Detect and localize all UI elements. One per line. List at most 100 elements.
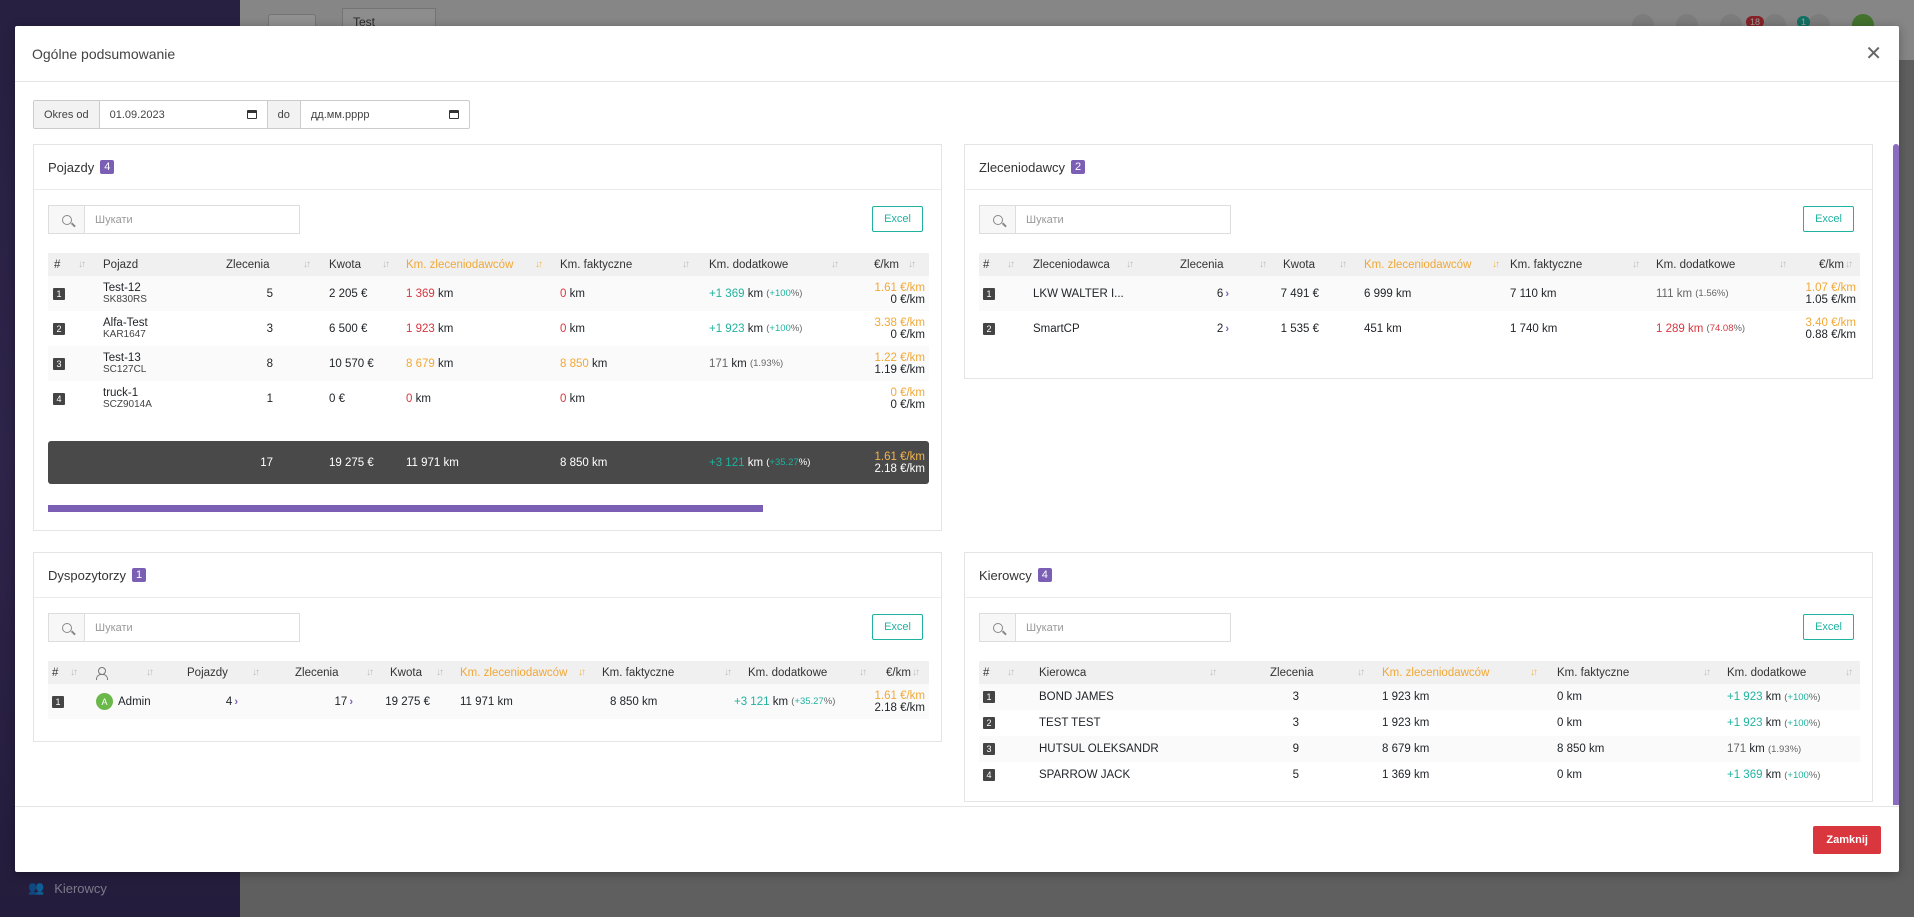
sort-icon[interactable]: ↓↑ — [1339, 259, 1347, 270]
sort-icon[interactable]: ↓↑ — [146, 667, 154, 678]
table-row[interactable]: 1 LKW WALTER I... 6 › 7 491 €6 999 km 7 110 k… — [979, 276, 1860, 311]
excel-button[interactable]: Excel — [872, 614, 923, 640]
row-number: 1 — [52, 695, 64, 708]
table-row[interactable]: 2 SmartCP 2 › 1 535 €451 km 1 740 km 1 289 km … — [979, 311, 1860, 346]
search-icon — [61, 214, 72, 225]
row-number: 4 — [53, 392, 65, 405]
clients-header: Zleceniodawcy 2 — [965, 145, 1872, 190]
sort-icon[interactable]: ↓↑ — [1492, 259, 1500, 270]
drivers-search[interactable]: Шукати — [979, 613, 1231, 642]
row-number: 2 — [983, 322, 995, 335]
drivers-panel: Kierowcy 4 Шукати Excel # ↓↑ Kierowca ↓↑ … — [964, 552, 1873, 802]
sort-icon[interactable]: ↓↑ — [1357, 667, 1365, 678]
table-header: # ↓↑ Kierowca ↓↑ Zlecenia ↓↑ Km. zleceni… — [979, 661, 1860, 684]
calendar-icon[interactable] — [246, 110, 257, 119]
search-input[interactable]: Шукати — [95, 213, 133, 226]
table-row[interactable]: 1 Test-12 SK830RS 5 2 205 €1 369 km 0 km +1 36… — [48, 276, 929, 311]
sort-icon[interactable]: ↓↑ — [1126, 259, 1134, 270]
search-icon — [992, 622, 1003, 633]
sort-icon[interactable]: ↓↑ — [1779, 259, 1787, 270]
excel-button[interactable]: Excel — [1803, 206, 1854, 232]
dispatchers-panel: Dyspozytorzy 1 Шукати Excel # ↓↑ ↓↑ Pojaz… — [33, 552, 942, 742]
close-icon[interactable]: ✕ — [1865, 42, 1882, 65]
period-from-input[interactable]: 01.09.2023 — [100, 101, 268, 128]
table-row[interactable]: 1 BOND JAMES 3 1 923 km 0 km +1 923 km (+100%… — [979, 684, 1860, 710]
sort-icon[interactable]: ↓↑ — [252, 667, 260, 678]
total-row: 17 19 275 € 11 971 km 8 850 km +3 121 km… — [48, 441, 929, 484]
search-icon — [61, 622, 72, 633]
search-input[interactable]: Шукати — [95, 621, 133, 634]
row-number: 2 — [983, 717, 995, 729]
sort-icon[interactable]: ↓↑ — [436, 667, 444, 678]
users-icon: 👥 — [28, 880, 45, 895]
table-row[interactable]: 3 Test-13 SC127CL 8 10 570 €8 679 km 8 850 km… — [48, 346, 929, 381]
sort-icon[interactable]: ↓↑ — [859, 667, 867, 678]
period-filter: Okres od 01.09.2023 do дд.мм.рррр — [33, 100, 470, 129]
vehicles-search[interactable]: Шукати — [48, 205, 300, 234]
sort-icon[interactable]: ↓↑ — [303, 259, 311, 270]
sort-icon[interactable]: ↓↑ — [1530, 667, 1538, 678]
sort-icon[interactable]: ↓↑ — [682, 259, 690, 270]
sort-icon[interactable]: ↓↑ — [912, 667, 920, 678]
table-row[interactable]: 4 SPARROW JACK 5 1 369 km 0 km +1 369 km (+10… — [979, 762, 1860, 788]
search-icon — [992, 214, 1003, 225]
chevron-right-icon[interactable]: › — [1225, 322, 1229, 335]
sort-icon[interactable]: ↓↑ — [1259, 259, 1267, 270]
table-row[interactable]: 3 HUTSUL OLEKSANDR 9 8 679 km 8 850 km 171 km… — [979, 736, 1860, 762]
sort-icon[interactable]: ↓↑ — [1703, 667, 1711, 678]
sort-icon[interactable]: ↓↑ — [78, 259, 86, 270]
row-number: 3 — [53, 357, 65, 370]
sort-icon[interactable]: ↓↑ — [1845, 259, 1853, 270]
excel-button[interactable]: Excel — [1803, 614, 1854, 640]
avatar: A — [96, 693, 113, 710]
summary-modal: Ogólne podsumowanie ✕ Okres od 01.09.202… — [15, 26, 1899, 872]
sort-icon[interactable]: ↓↑ — [1209, 667, 1217, 678]
clients-panel: Zleceniodawcy 2 Шукати Excel # ↓↑ Zleceni… — [964, 144, 1873, 379]
excel-button[interactable]: Excel — [872, 206, 923, 232]
dispatchers-search[interactable]: Шукати — [48, 613, 300, 642]
row-number: 3 — [983, 743, 995, 755]
sort-icon[interactable]: ↓↑ — [1845, 667, 1853, 678]
sort-icon[interactable]: ↓↑ — [366, 667, 374, 678]
calendar-icon[interactable] — [448, 110, 459, 119]
sort-icon[interactable]: ↓↑ — [535, 259, 543, 270]
table-row[interactable]: 2 TEST TEST 3 1 923 km 0 km +1 923 km (+100%) — [979, 710, 1860, 736]
count-badge: 4 — [1037, 568, 1052, 582]
row-number: 2 — [53, 322, 65, 335]
sort-icon[interactable]: ↓↑ — [1632, 259, 1640, 270]
dispatchers-header: Dyspozytorzy 1 — [34, 553, 941, 598]
sort-icon[interactable]: ↓↑ — [1007, 259, 1015, 270]
search-input[interactable]: Шукати — [1026, 213, 1064, 226]
close-button[interactable]: Zamknij — [1813, 826, 1881, 854]
sort-icon[interactable]: ↓↑ — [70, 667, 78, 678]
clients-search[interactable]: Шукати — [979, 205, 1231, 234]
row-number: 1 — [983, 691, 995, 703]
table-row[interactable]: 4 truck-1 SCZ9014A 1 0 €0 km 0 km 0 €/km 0 €/km — [48, 381, 929, 416]
sort-icon[interactable]: ↓↑ — [1007, 667, 1015, 678]
count-badge: 4 — [100, 160, 115, 174]
table-header: # ↓↑ ↓↑ Pojazdy ↓↑ Zlecenia ↓↑ Kwota ↓↑ … — [48, 661, 929, 684]
search-input[interactable]: Шукати — [1026, 621, 1064, 634]
chevron-right-icon[interactable]: › — [349, 695, 353, 708]
sort-icon[interactable]: ↓↑ — [382, 259, 390, 270]
chevron-right-icon[interactable]: › — [1225, 287, 1229, 300]
period-to-label: do — [267, 101, 301, 128]
sort-icon[interactable]: ↓↑ — [578, 667, 586, 678]
row-number: 4 — [983, 769, 995, 781]
sort-icon[interactable]: ↓↑ — [908, 259, 916, 270]
sidebar-item-drivers[interactable]: 👥 Kierowcy — [28, 880, 107, 896]
modal-footer: Zamknij — [15, 806, 1899, 872]
table-row[interactable]: 1 A Admin 4 › 17 › 19 275 €11 971 km 8 850 km +3 … — [48, 684, 929, 719]
period-to-input[interactable]: дд.мм.рррр — [301, 101, 469, 128]
row-number: 1 — [53, 287, 65, 300]
sort-icon[interactable]: ↓↑ — [724, 667, 732, 678]
vertical-scrollbar[interactable] — [1893, 144, 1899, 805]
horizontal-scrollbar[interactable] — [48, 505, 763, 512]
sort-icon[interactable]: ↓↑ — [831, 259, 839, 270]
row-number: 1 — [983, 287, 995, 300]
chevron-right-icon[interactable]: › — [234, 695, 238, 708]
modal-body: Okres od 01.09.2023 do дд.мм.рррр Pojazd… — [15, 83, 1899, 805]
table-row[interactable]: 2 Alfa-Test KAR1647 3 6 500 €1 923 km 0 km +1 … — [48, 311, 929, 346]
modal-header: Ogólne podsumowanie ✕ — [15, 26, 1899, 82]
chat-badge: 1 — [1796, 16, 1810, 28]
